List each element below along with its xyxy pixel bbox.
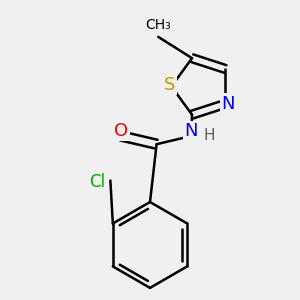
Text: S: S (164, 76, 176, 94)
Text: N: N (221, 95, 235, 113)
Text: Cl: Cl (89, 173, 105, 191)
Text: O: O (114, 122, 128, 140)
Text: H: H (204, 128, 215, 143)
Text: N: N (184, 122, 198, 140)
Text: CH₃: CH₃ (146, 17, 171, 32)
